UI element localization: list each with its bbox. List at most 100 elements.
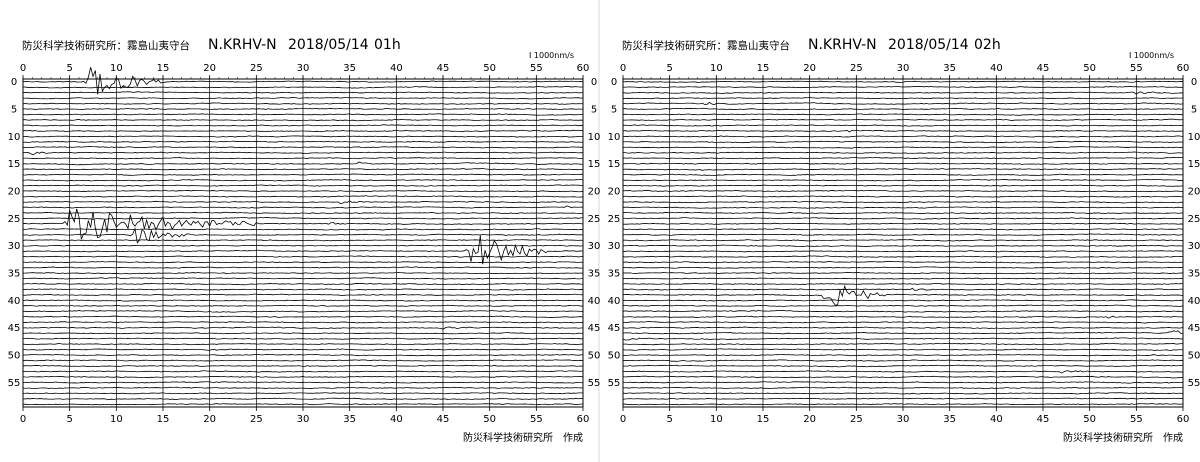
x-tick-label-top: 0: [20, 63, 26, 74]
panel-2-footer: 防災科学技術研究所 作成: [1063, 431, 1183, 444]
trace-line: [22, 97, 584, 100]
trace-line: [22, 375, 584, 379]
x-tick-label-top: 35: [943, 63, 956, 74]
trace-line: [22, 386, 584, 390]
trace-line: [22, 140, 584, 143]
trace-line: [622, 370, 1184, 374]
y-tick-label-right: 55: [1188, 378, 1200, 389]
trace-line: [22, 255, 584, 258]
trace-line: [622, 222, 1184, 225]
trace-line: [22, 235, 584, 265]
y-tick-label-left: 35: [608, 269, 621, 280]
y-tick-label-right: 50: [588, 351, 601, 362]
x-tick-label-bottom: 0: [20, 414, 26, 425]
y-tick-label-right: 55: [588, 378, 601, 389]
trace-line: [622, 277, 1184, 280]
trace-line: [22, 293, 584, 296]
trace-line: [622, 381, 1184, 384]
trace-line: [622, 271, 1184, 275]
trace-line: [22, 151, 584, 155]
x-tick-label-top: 45: [437, 63, 450, 74]
trace-line: [622, 101, 1184, 106]
trace-line: [22, 184, 584, 187]
trace-line: [622, 348, 1184, 351]
y-tick-label-left: 5: [611, 105, 617, 116]
trace-line: [22, 266, 584, 269]
trace-line: [622, 244, 1184, 247]
x-tick-label-top: 60: [1177, 63, 1190, 74]
trace-line: [22, 381, 584, 384]
x-tick-label-bottom: 60: [577, 414, 590, 425]
x-tick-label-bottom: 5: [66, 414, 72, 425]
x-tick-label-top: 30: [297, 63, 310, 74]
trace-line: [22, 282, 584, 286]
y-tick-label-right: 20: [1188, 187, 1200, 198]
trace-line: [22, 86, 584, 89]
y-tick-label-left: 15: [608, 159, 621, 170]
x-tick-label-bottom: 60: [1177, 414, 1190, 425]
trace-line: [622, 386, 1184, 389]
x-tick-label-bottom: 50: [483, 414, 496, 425]
trace-line: [22, 244, 584, 247]
trace-line: [622, 321, 1184, 324]
y-tick-label-left: 35: [8, 269, 21, 280]
x-tick-label-top: 25: [850, 63, 863, 74]
trace-line: [22, 67, 584, 95]
trace-line: [22, 216, 584, 220]
trace-line: [622, 330, 1184, 335]
y-tick-label-left: 55: [608, 378, 621, 389]
x-tick-label-bottom: 45: [1037, 414, 1050, 425]
panel-1-date: 2018/05/14: [288, 37, 369, 53]
x-tick-label-top: 5: [66, 63, 72, 74]
x-tick-label-bottom: 20: [203, 414, 216, 425]
trace-line: [622, 403, 1184, 406]
x-tick-label-bottom: 25: [250, 414, 263, 425]
trace-line: [22, 403, 584, 406]
trace-line: [622, 217, 1184, 220]
y-tick-label-right: 40: [1188, 296, 1200, 307]
trace-line: [622, 135, 1184, 138]
trace-line: [22, 227, 584, 244]
x-tick-label-bottom: 10: [110, 414, 123, 425]
x-tick-label-bottom: 35: [343, 414, 356, 425]
trace-line: [22, 343, 584, 346]
trace-line: [622, 250, 1184, 253]
trace-line: [22, 129, 584, 133]
x-tick-label-bottom: 5: [666, 414, 672, 425]
x-tick-label-bottom: 10: [710, 414, 723, 425]
trace-line: [622, 211, 1184, 215]
trace-line: [22, 124, 584, 127]
x-tick-label-top: 10: [110, 63, 123, 74]
y-tick-label-left: 0: [611, 77, 617, 88]
trace-line: [622, 354, 1184, 357]
y-tick-label-right: 5: [591, 105, 597, 116]
trace-line: [22, 397, 584, 400]
trace-line: [22, 310, 584, 313]
trace-line: [622, 392, 1184, 395]
y-tick-label-right: 5: [1191, 105, 1197, 116]
y-tick-label-left: 20: [608, 187, 621, 198]
panel-1-station: N.KRHV-N: [208, 37, 277, 53]
y-tick-label-left: 45: [608, 323, 621, 334]
trace-line: [622, 261, 1184, 264]
x-tick-label-top: 55: [1130, 63, 1143, 74]
trace-line: [622, 184, 1184, 187]
y-tick-label-right: 20: [588, 187, 601, 198]
trace-line: [622, 309, 1184, 313]
trace-line: [622, 118, 1184, 121]
trace-line: [622, 315, 1184, 319]
x-tick-label-bottom: 45: [437, 414, 450, 425]
y-tick-label-left: 25: [608, 214, 621, 225]
trace-line: [622, 284, 1184, 306]
x-tick-label-top: 20: [803, 63, 816, 74]
y-tick-label-left: 15: [8, 159, 21, 170]
x-tick-label-bottom: 30: [297, 414, 310, 425]
y-tick-label-left: 50: [608, 351, 621, 362]
y-tick-label-left: 30: [8, 241, 21, 252]
panel-1-footer: 防災科学技術研究所 作成: [463, 431, 583, 444]
trace-line: [622, 206, 1184, 209]
x-tick-label-top: 40: [390, 63, 403, 74]
y-tick-label-left: 55: [8, 378, 21, 389]
trace-line: [22, 91, 584, 94]
y-tick-label-left: 0: [11, 77, 17, 88]
